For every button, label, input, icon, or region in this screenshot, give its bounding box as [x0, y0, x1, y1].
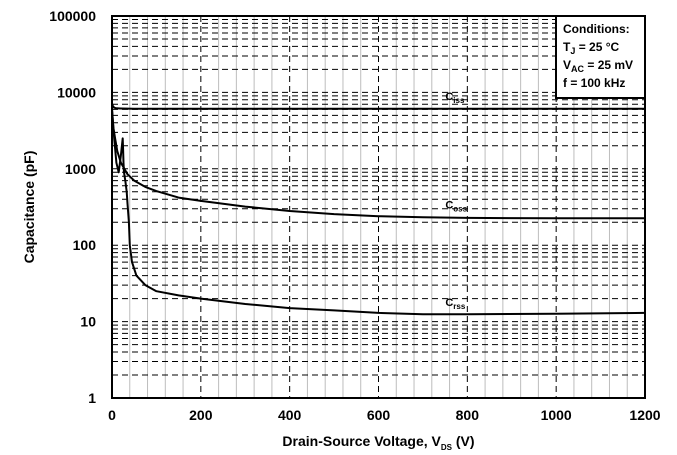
x-tick-label: 0 — [108, 407, 116, 423]
y-tick-label: 100000 — [49, 8, 96, 24]
series-line-coss — [111, 109, 645, 220]
series-line-ciss — [111, 103, 645, 110]
y-tick-label: 100 — [73, 237, 97, 253]
conditions-line-vac: VAC = 25 mV — [563, 58, 633, 74]
series-label-crss: Crss — [445, 297, 466, 311]
series-group — [111, 103, 646, 316]
x-tick-label: 200 — [189, 407, 213, 423]
conditions-frame — [555, 15, 646, 99]
y-tick-label: 10000 — [57, 84, 96, 100]
conditions-line-freq: f = 100 kHz — [563, 76, 625, 90]
x-tick-label: 800 — [456, 407, 480, 423]
x-axis-title-main: Drain-Source Voltage, V — [282, 433, 441, 449]
y-tick-label: 1 — [88, 390, 96, 406]
x-axis-title: Drain-Source Voltage, VDS (V) — [282, 433, 474, 452]
series-line-crss — [111, 109, 646, 316]
x-tick-label: 400 — [278, 407, 302, 423]
y-axis-title: Capacitance (pF) — [21, 151, 37, 264]
x-tick-label: 1200 — [629, 407, 660, 423]
x-axis-title-unit: (V) — [452, 433, 475, 449]
series-labels: Ciss Coss Crss — [445, 91, 467, 311]
x-tick-label: 1000 — [541, 407, 572, 423]
y-tick-label: 1000 — [65, 161, 96, 177]
conditions-line-tj: TJ = 25 °C — [563, 40, 620, 56]
series-label-ciss: Ciss — [445, 91, 465, 105]
series-label-coss: Coss — [445, 200, 467, 214]
x-axis-title-sub: DS — [441, 443, 453, 452]
y-tick-label: 10 — [80, 314, 96, 330]
plot-frame — [111, 15, 646, 399]
tick-labels: 0 200 400 600 800 1000 1200 1 10 100 1000 10000 1000… — [49, 8, 660, 423]
conditions-title: Conditions: — [563, 22, 630, 36]
conditions-box: Conditions: TJ = 25 °C VAC = 25 mV f = 1… — [555, 15, 646, 99]
x-tick-label: 600 — [367, 407, 391, 423]
